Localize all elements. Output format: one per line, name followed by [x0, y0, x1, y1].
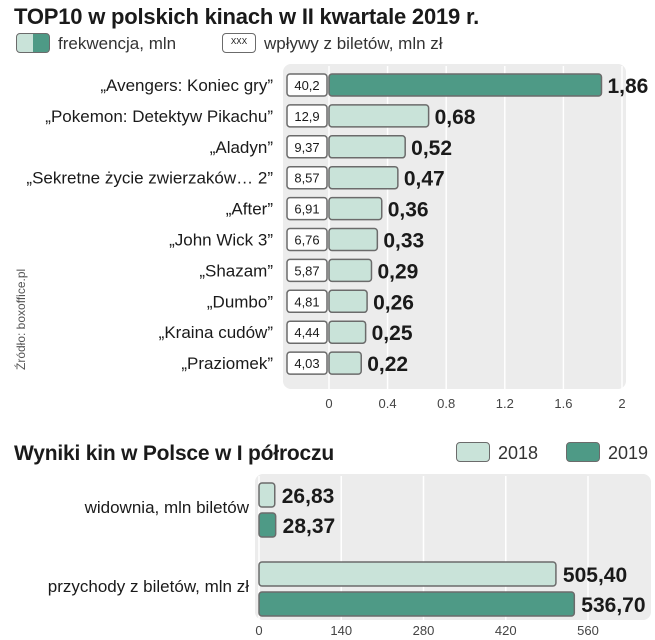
revenue-label: 4,81 [294, 294, 319, 309]
category-label: widownia, mln biletów [84, 498, 250, 517]
bar-2018 [258, 482, 276, 508]
attendance-value-label: 0,33 [383, 230, 424, 253]
revenue-label: 4,44 [294, 325, 319, 340]
attendance-bar [328, 73, 603, 97]
attendance-bar [328, 227, 379, 252]
x-tick-label: 0.8 [437, 396, 455, 411]
revenue-label: 8,57 [294, 171, 319, 186]
category-label: „After” [226, 200, 274, 219]
category-label: „Dumbo” [207, 292, 273, 311]
revenue-box [286, 320, 328, 344]
revenue-legend-label: wpływy z biletów, mln zł [264, 34, 443, 53]
revenue-label: 6,91 [294, 202, 319, 217]
revenue-label: 4,03 [294, 356, 319, 371]
category-label: „Kraina cudów” [159, 323, 274, 342]
revenue-box [286, 351, 328, 375]
bar-2018 [258, 561, 557, 587]
revenue-box [286, 104, 328, 128]
results-bar-chart: 0 140 280 420 560 widownia, mln biletów 26,83 2… [48, 474, 651, 638]
value-label: 536,70 [581, 594, 645, 617]
value-label: 26,83 [282, 485, 335, 508]
attendance-bar [328, 104, 430, 128]
x-tick-label: 0 [255, 623, 262, 638]
revenue-box [286, 135, 328, 159]
category-label: „Praziomek” [181, 354, 273, 373]
attendance-value-label: 0,36 [388, 199, 429, 222]
revenue-box [286, 289, 328, 314]
attendance-value-label: 0,29 [377, 260, 418, 283]
x-tick-label: 0.4 [379, 396, 397, 411]
x-tick-label: 560 [577, 623, 599, 638]
x-tick-label: 1.6 [554, 396, 572, 411]
category-label: „Avengers: Koniec gry” [100, 76, 273, 95]
attendance-bar [328, 320, 367, 344]
revenue-box [286, 227, 328, 252]
category-label: „Shazam” [199, 261, 273, 280]
revenue-label: 40,2 [294, 78, 319, 93]
revenue-box [286, 258, 328, 283]
attendance-value-label: 0,26 [373, 291, 414, 314]
top10-bar-chart: 0 0.4 0.8 1.2 1.6 2 „Avengers: Koniec gry” 40,2… [26, 64, 648, 411]
chart-title-top10: TOP10 w polskich kinach w II kwartale 20… [14, 4, 480, 29]
value-label: 505,40 [563, 564, 627, 587]
revenue-box [286, 196, 328, 221]
attendance-value-label: 0,25 [372, 322, 413, 345]
attendance-value-label: 0,47 [404, 168, 445, 191]
bar-2019 [258, 591, 576, 617]
x-tick-label: 140 [330, 623, 352, 638]
revenue-box [286, 73, 328, 97]
revenue-label: 12,9 [294, 109, 319, 124]
attendance-value-label: 0,68 [435, 106, 476, 129]
attendance-bar [328, 351, 362, 375]
revenue-label: 9,37 [294, 140, 319, 155]
revenue-box [286, 165, 328, 190]
x-tick-label: 1.2 [496, 396, 514, 411]
legend-2018-label: 2018 [498, 443, 539, 463]
attendance-bar [328, 196, 383, 221]
attendance-value-label: 0,52 [411, 137, 452, 160]
x-tick-label: 280 [413, 623, 435, 638]
legend-2019-swatch [566, 442, 600, 462]
chart-title-results: Wyniki kin w Polsce w I półroczu [14, 442, 334, 465]
value-label: 28,37 [283, 515, 336, 538]
revenue-label: 5,87 [294, 263, 319, 278]
category-label: „Aladyn” [210, 138, 274, 157]
x-tick-label: 0 [325, 396, 332, 411]
category-label: „John Wick 3” [169, 231, 273, 250]
revenue-label: 6,76 [294, 233, 319, 248]
category-label: „Sekretne życie zwierzaków… 2” [26, 169, 273, 188]
attendance-bar [328, 289, 368, 314]
attendance-value-label: 0,22 [367, 353, 408, 376]
attendance-bar [328, 165, 399, 190]
attendance-legend-swatch [16, 33, 50, 53]
category-label: „Pokemon: Detektyw Pikachu” [45, 107, 273, 126]
legend-2019-label: 2019 [608, 443, 649, 463]
attendance-bar [328, 258, 373, 283]
x-tick-label: 2 [618, 396, 625, 411]
legend-2018-swatch [456, 442, 490, 462]
attendance-bar [328, 135, 406, 159]
x-tick-label: 420 [495, 623, 517, 638]
attendance-legend-label: frekwencja, mln [58, 34, 177, 53]
revenue-legend-swatch: XXX [222, 33, 256, 53]
bar-2019 [258, 512, 277, 538]
attendance-value-label: 1,86 [607, 75, 648, 98]
category-label: przychody z biletów, mln zł [48, 577, 249, 596]
